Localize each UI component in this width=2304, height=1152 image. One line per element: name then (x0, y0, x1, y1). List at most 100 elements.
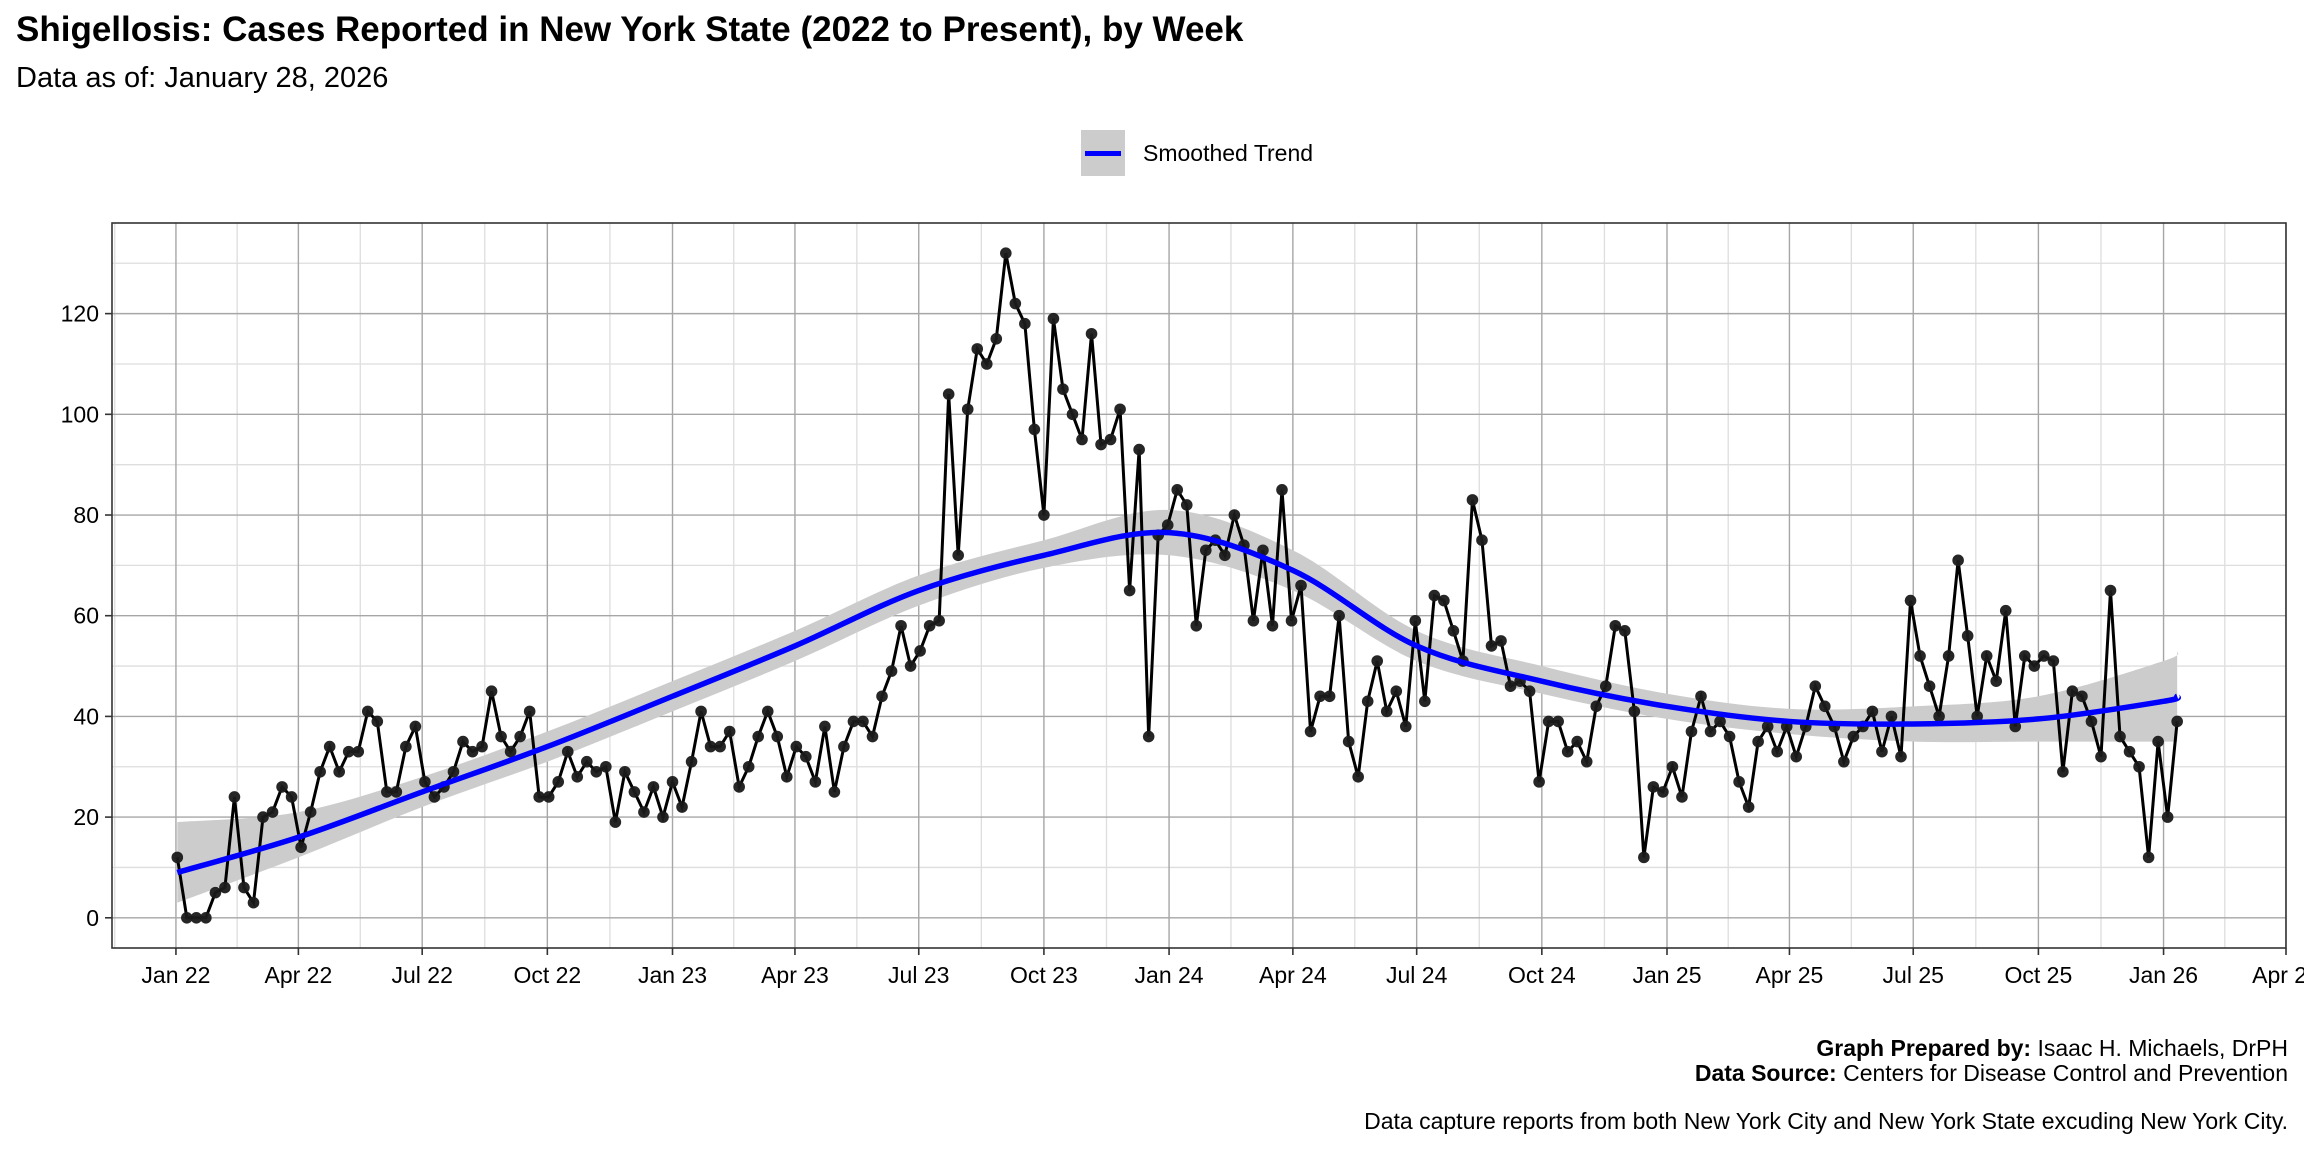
data-point (1095, 438, 1107, 451)
data-point (1980, 650, 1993, 662)
data-point (1390, 685, 1403, 698)
data-point (1495, 635, 1507, 647)
data-point (1609, 619, 1622, 632)
data-point (1466, 494, 1479, 506)
data-point (285, 791, 298, 803)
data-point (828, 786, 841, 798)
data-point (1838, 755, 1850, 768)
data-point (638, 806, 650, 818)
data-point (933, 614, 945, 627)
data-point (1923, 680, 1936, 692)
data-point (1342, 735, 1355, 748)
x-tick-label: Jan 25 (1632, 962, 1701, 988)
data-point (990, 332, 1003, 345)
data-point (1295, 579, 1307, 592)
data-point (371, 715, 384, 728)
data-point (838, 740, 850, 753)
data-point (590, 765, 603, 778)
data-point (1866, 705, 1879, 718)
data-point (942, 388, 955, 400)
data-point (2076, 690, 2088, 703)
data-point (1485, 640, 1498, 652)
data-point (542, 791, 555, 803)
x-tick-label: Apr 23 (761, 962, 829, 988)
data-point (809, 776, 822, 788)
data-point (561, 745, 574, 758)
data-point (1228, 509, 1241, 521)
data-point (1657, 786, 1669, 798)
data-point (1790, 750, 1803, 763)
footer-note: Data capture reports from both New York … (1364, 1108, 2288, 1134)
data-point (1476, 534, 1488, 546)
data-point (714, 740, 726, 753)
chart-subtitle: Data as of: January 28, 2026 (16, 62, 389, 94)
data-point (2047, 655, 2060, 667)
data-point (780, 771, 793, 783)
data-point (219, 881, 231, 894)
x-tick-label: Oct 22 (513, 962, 581, 988)
data-point (1933, 710, 1945, 723)
data-point (2123, 745, 2136, 758)
data-point (485, 685, 498, 698)
data-point (1057, 383, 1069, 395)
data-point (752, 730, 765, 743)
data-point (1142, 730, 1155, 743)
data-point (676, 801, 688, 813)
x-tick-label: Jan 26 (2129, 962, 2198, 988)
x-tick-label: Jul 22 (391, 962, 452, 988)
legend-key-smoothed-trend (1081, 130, 1125, 176)
data-point (1161, 519, 1174, 531)
data-point (2133, 760, 2145, 773)
data-point (361, 705, 374, 718)
y-tick-label: 100 (61, 401, 99, 427)
data-point (1599, 680, 1612, 692)
data-point (190, 911, 203, 924)
data-point (1523, 685, 1536, 698)
footer-prepared-by: Graph Prepared by: Isaac H. Michaels, Dr… (1816, 1035, 2288, 1062)
data-point (1352, 771, 1364, 783)
data-point (1038, 509, 1050, 521)
plot-background (112, 223, 2286, 948)
data-point (400, 740, 412, 753)
data-point (1180, 499, 1193, 511)
data-point (1428, 589, 1441, 602)
data-point (666, 776, 679, 788)
data-point (857, 715, 869, 728)
data-point (1571, 735, 1584, 748)
data-point (609, 816, 622, 828)
data-point (1419, 695, 1431, 708)
data-point (1438, 594, 1450, 607)
data-point (866, 730, 879, 743)
data-point (1028, 423, 1041, 436)
data-point (895, 619, 907, 632)
data-point (171, 851, 184, 864)
data-point (447, 765, 460, 778)
data-point (2095, 750, 2107, 763)
data-point (580, 755, 593, 768)
data-point (904, 660, 917, 672)
footer-data-source: Data Source: Centers for Disease Control… (1695, 1060, 2288, 1087)
data-point (2171, 715, 2183, 728)
data-point (1333, 609, 1345, 622)
data-point (2104, 584, 2117, 597)
data-point (1742, 801, 1755, 813)
data-point (1961, 630, 1974, 642)
data-point (1314, 690, 1326, 703)
y-tick-label: 60 (73, 603, 99, 629)
data-point (1085, 327, 1098, 340)
data-point (1647, 781, 1660, 793)
data-point (2152, 735, 2164, 748)
data-point (685, 755, 698, 768)
data-point (657, 811, 669, 823)
data-point (1123, 584, 1136, 597)
data-point (295, 841, 307, 854)
y-tick-label: 40 (73, 703, 99, 729)
x-tick-label: Jul 23 (888, 962, 949, 988)
data-point (1190, 619, 1203, 632)
data-point (1447, 625, 1460, 637)
legend: Smoothed Trend (1081, 130, 1313, 176)
data-point (923, 619, 936, 632)
x-tick-label: Oct 25 (2005, 962, 2073, 988)
data-point (1533, 776, 1545, 788)
data-point (704, 740, 717, 753)
